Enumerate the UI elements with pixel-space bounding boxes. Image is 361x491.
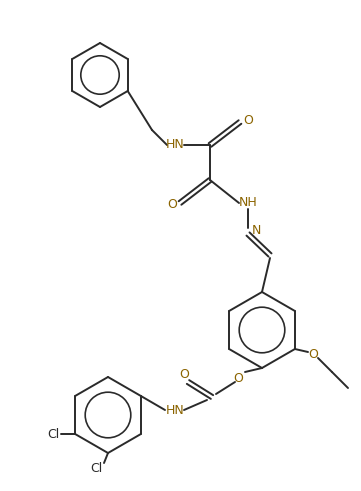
Text: O: O bbox=[233, 372, 243, 384]
Text: HN: HN bbox=[166, 138, 184, 152]
Text: N: N bbox=[251, 223, 261, 237]
Text: O: O bbox=[243, 113, 253, 127]
Text: Cl: Cl bbox=[47, 428, 59, 440]
Text: O: O bbox=[167, 198, 177, 212]
Text: O: O bbox=[179, 367, 189, 381]
Text: O: O bbox=[308, 349, 318, 361]
Text: Cl: Cl bbox=[90, 463, 102, 475]
Text: HN: HN bbox=[166, 404, 184, 416]
Text: NH: NH bbox=[239, 196, 257, 210]
